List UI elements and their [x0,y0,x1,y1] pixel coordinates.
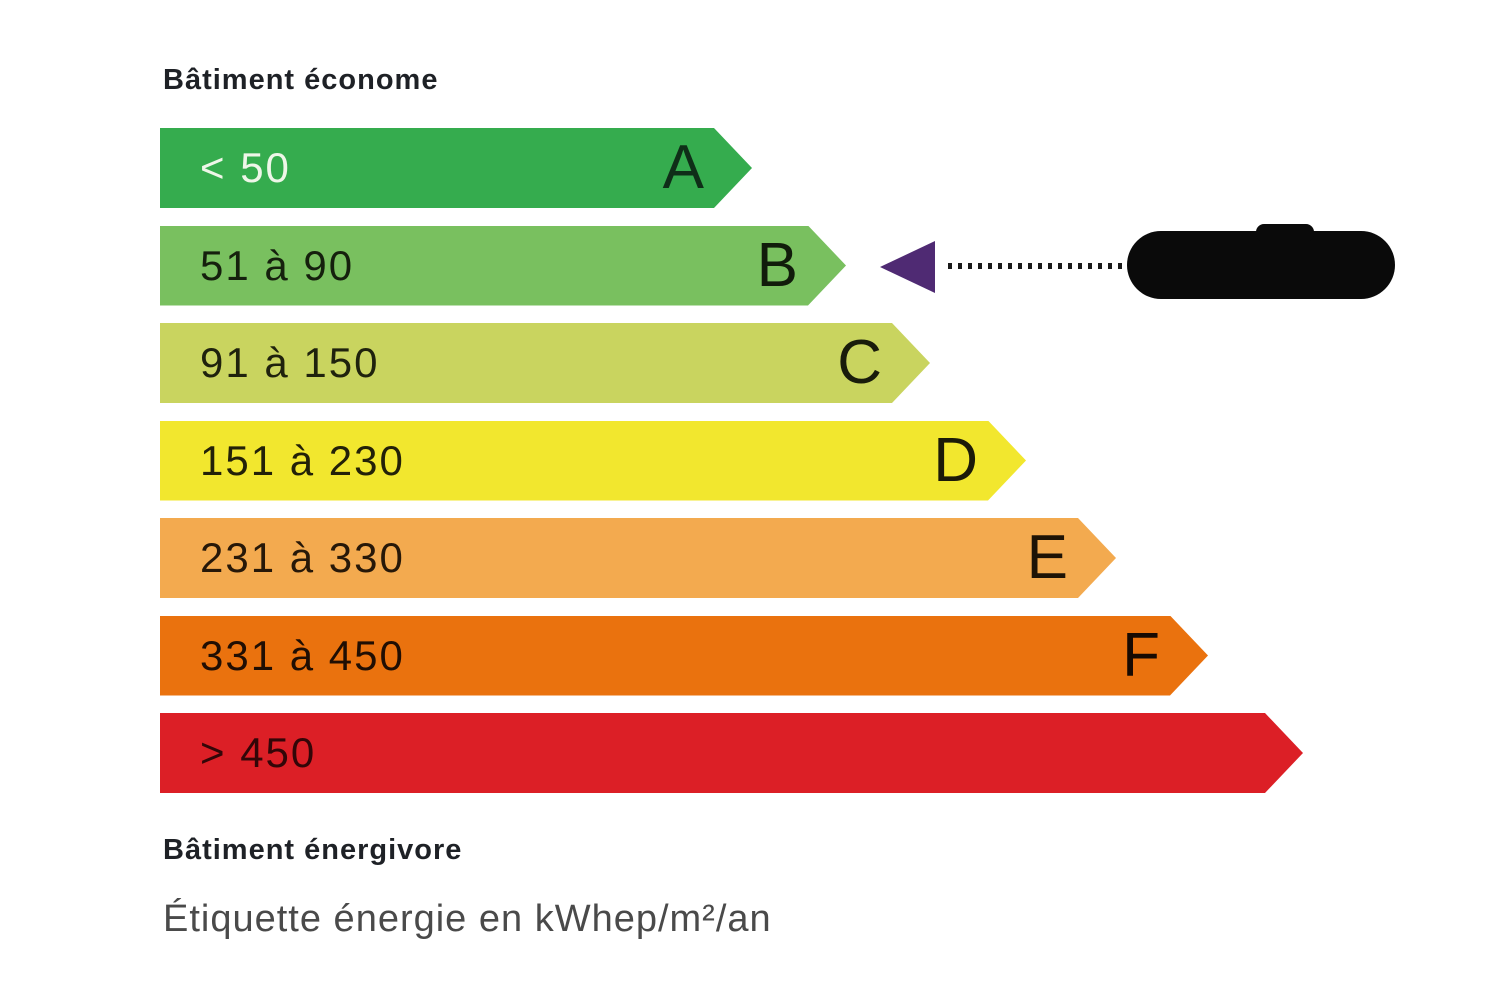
redacted-value-blob-edge [1256,224,1314,242]
bar-range-label: < 50 [200,144,291,191]
bar-class-letter: D [933,425,978,495]
energy-bar-G: > 450 [160,713,1303,793]
dotted-connector-line [948,263,1124,269]
redacted-value-blob [1127,231,1395,299]
bar-class-letter: C [837,328,882,397]
energy-intensive-building-label: Bâtiment énergivore [163,834,463,866]
selected-class-arrow-icon [880,241,935,293]
bar-range-label: 91 à 150 [200,339,380,386]
energy-bar-E: 231 à 330 E [160,518,1116,598]
bar-class-letter: E [1026,523,1068,592]
energy-bar-C: 91 à 150 C [160,323,930,403]
bar-class-letter: F [1122,620,1160,690]
bar-range-label: 231 à 330 [200,534,405,581]
bar-range-label: 151 à 230 [200,436,405,484]
energy-bar-B: 51 à 90 B [160,226,846,306]
bar-range-label: > 450 [200,729,317,776]
economical-building-label: Bâtiment économe [163,64,439,96]
bar-range-label: 331 à 450 [200,631,405,679]
energy-bar-F: 331 à 450 F [160,616,1208,696]
energy-bar-D: 151 à 230 D [160,421,1026,501]
energy-scale-caption: Étiquette énergie en kWhep/m²/an [163,898,772,940]
bar-range-label: 51 à 90 [200,241,355,289]
bar-class-letter: B [756,230,798,300]
bar-class-letter: A [662,133,704,202]
energy-bar-A: < 50 A [160,128,752,208]
